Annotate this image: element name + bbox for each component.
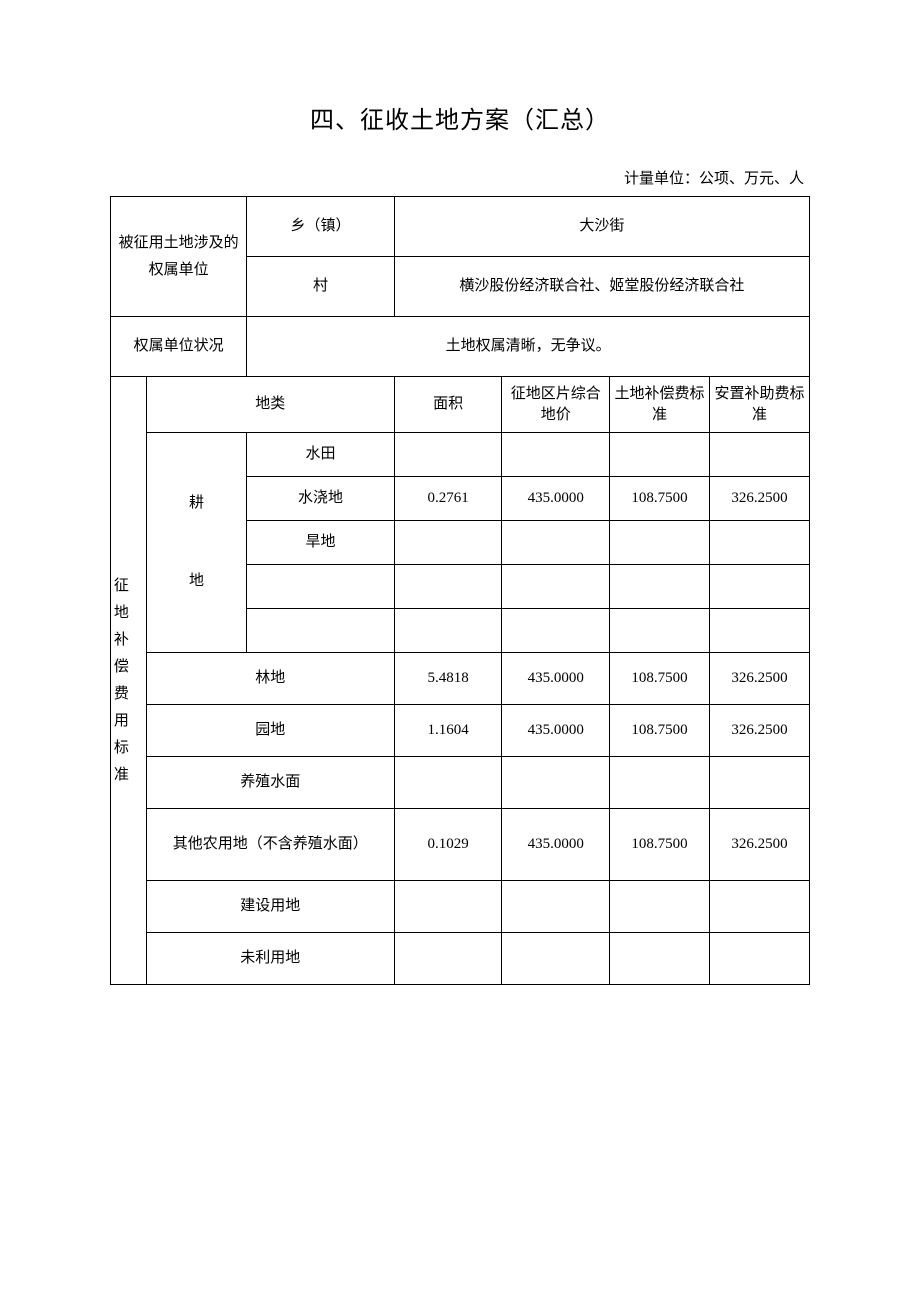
side-label-text: 征地补偿费用标准 — [113, 573, 144, 789]
unit-line: 计量单位：公项、万元、人 — [110, 167, 810, 188]
row-aqua-comp — [502, 757, 610, 809]
row-garden-name: 园地 — [146, 705, 394, 757]
land-plan-table: 被征用土地涉及的 权属单位 乡（镇） 大沙街 村 横沙股份经济联合社、姬堂股份经… — [110, 196, 810, 985]
row-blank1-land — [610, 565, 710, 609]
row-unused-land — [610, 933, 710, 985]
row-irrigated-land: 108.7500 — [610, 477, 710, 521]
row-garden-area: 1.1604 — [394, 705, 502, 757]
row-aqua-land — [610, 757, 710, 809]
row-dry-resettle — [709, 521, 809, 565]
row-aqua-resettle — [709, 757, 809, 809]
row-paddy-land — [610, 433, 710, 477]
row-dry-comp — [502, 521, 610, 565]
row-blank2-name — [247, 609, 394, 653]
row-dry-land — [610, 521, 710, 565]
page-title: 四、征收土地方案（汇总） — [110, 100, 810, 135]
row-irrigated-comp: 435.0000 — [502, 477, 610, 521]
row-forest-name: 林地 — [146, 653, 394, 705]
col-resettle-std: 安置补助费标准 — [709, 377, 809, 433]
row-blank2-resettle — [709, 609, 809, 653]
village-value: 横沙股份经济联合社、姬堂股份经济联合社 — [394, 257, 809, 317]
row-unused-comp — [502, 933, 610, 985]
row-forest-land: 108.7500 — [610, 653, 710, 705]
row-aqua-area — [394, 757, 502, 809]
village-label: 村 — [247, 257, 394, 317]
row-blank1-name — [247, 565, 394, 609]
row-other-agri-name: 其他农用地（不含养殖水面） — [146, 809, 394, 881]
row-paddy-comp — [502, 433, 610, 477]
row-unused-name: 未利用地 — [146, 933, 394, 985]
row-aqua-name: 养殖水面 — [146, 757, 394, 809]
row-irrigated-area: 0.2761 — [394, 477, 502, 521]
row-blank1-comp — [502, 565, 610, 609]
row-construction-resettle — [709, 881, 809, 933]
farmland-label-text: 耕 地 — [189, 495, 204, 589]
row-blank2-area — [394, 609, 502, 653]
town-label: 乡（镇） — [247, 197, 394, 257]
owner-unit-label: 被征用土地涉及的 权属单位 — [111, 197, 247, 317]
row-construction-land — [610, 881, 710, 933]
row-construction-name: 建设用地 — [146, 881, 394, 933]
row-blank1-area — [394, 565, 502, 609]
col-comp-price: 征地区片综合地价 — [502, 377, 610, 433]
row-forest-resettle: 326.2500 — [709, 653, 809, 705]
row-blank2-land — [610, 609, 710, 653]
farmland-label: 耕 地 — [146, 433, 247, 653]
row-other-agri-resettle: 326.2500 — [709, 809, 809, 881]
row-blank2-comp — [502, 609, 610, 653]
row-irrigated-resettle: 326.2500 — [709, 477, 809, 521]
col-category: 地类 — [146, 377, 394, 433]
row-paddy-area — [394, 433, 502, 477]
row-other-agri-comp: 435.0000 — [502, 809, 610, 881]
owner-unit-label-text: 被征用土地涉及的 权属单位 — [119, 235, 239, 278]
row-unused-area — [394, 933, 502, 985]
row-garden-comp: 435.0000 — [502, 705, 610, 757]
row-forest-comp: 435.0000 — [502, 653, 610, 705]
status-value: 土地权属清晰，无争议。 — [247, 317, 810, 377]
town-value: 大沙街 — [394, 197, 809, 257]
col-land-std: 土地补偿费标准 — [610, 377, 710, 433]
row-construction-comp — [502, 881, 610, 933]
row-dry-area — [394, 521, 502, 565]
row-paddy-resettle — [709, 433, 809, 477]
row-other-agri-area: 0.1029 — [394, 809, 502, 881]
row-other-agri-land: 108.7500 — [610, 809, 710, 881]
row-irrigated-name: 水浇地 — [247, 477, 394, 521]
row-forest-area: 5.4818 — [394, 653, 502, 705]
row-garden-land: 108.7500 — [610, 705, 710, 757]
row-dry-name: 旱地 — [247, 521, 394, 565]
row-construction-area — [394, 881, 502, 933]
status-label: 权属单位状况 — [111, 317, 247, 377]
row-garden-resettle: 326.2500 — [709, 705, 809, 757]
row-blank1-resettle — [709, 565, 809, 609]
side-label: 征地补偿费用标准 — [111, 377, 147, 985]
row-unused-resettle — [709, 933, 809, 985]
col-area: 面积 — [394, 377, 502, 433]
row-paddy-name: 水田 — [247, 433, 394, 477]
